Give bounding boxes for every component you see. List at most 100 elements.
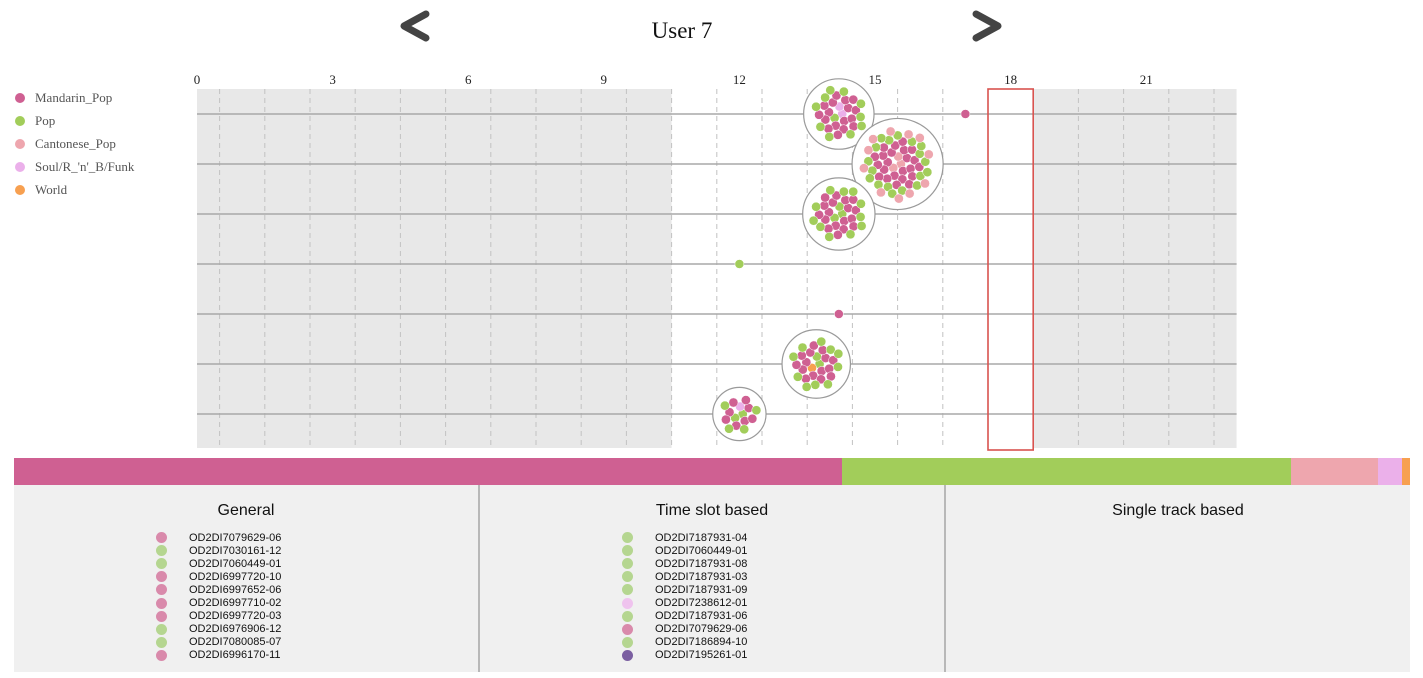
legend-item: Mandarin_Pop [15, 86, 134, 109]
track-dot [856, 198, 866, 209]
list-item[interactable]: OD2DI7187931-09 [622, 583, 747, 596]
track-id: OD2DI7187931-09 [655, 583, 748, 596]
list-item[interactable]: OD2DI7187931-04 [622, 531, 747, 544]
genre-dot [622, 545, 633, 557]
track-id: OD2DI7195261-01 [655, 649, 748, 662]
track-dot [878, 150, 888, 161]
genre-dot [622, 623, 633, 635]
page-title: User 7 [651, 18, 713, 43]
track-dot [728, 397, 739, 408]
legend-dot [15, 161, 25, 172]
list-item[interactable]: OD2DI7030161-12 [156, 544, 281, 557]
track-dot [734, 259, 745, 269]
track-dot [823, 123, 834, 134]
track-dot [751, 405, 762, 416]
legend-label: World [35, 181, 68, 197]
track-dot [909, 155, 920, 166]
track-dot [833, 348, 844, 359]
prev-user-button[interactable] [394, 6, 438, 46]
genre-dot [622, 558, 633, 570]
genre-dot [156, 649, 167, 661]
next-user-button[interactable] [964, 6, 1008, 46]
list-item[interactable]: OD2DI6996170-11 [156, 649, 281, 662]
list-item[interactable]: OD2DI6997710-02 [156, 596, 281, 609]
track-list-time-slot: OD2DI7187931-04 OD2DI7060449-01 OD2DI71879… [622, 531, 747, 662]
list-item[interactable]: OD2DI7187931-03 [622, 570, 747, 583]
track-dot [912, 180, 922, 191]
list-item[interactable]: OD2DI6997652-06 [156, 583, 281, 596]
legend-dot [15, 115, 25, 126]
recommendation-panels: General OD2DI7079629-06 OD2DI7030161-12 OD… [14, 485, 1410, 672]
track-dot [855, 212, 866, 222]
genre-segment [1291, 458, 1378, 485]
track-dot [811, 201, 821, 212]
x-tick-label: 18 [1004, 72, 1017, 87]
legend-dot [15, 92, 25, 103]
track-id: OD2DI6976906-12 [189, 623, 282, 636]
genre-segment [1401, 458, 1410, 485]
x-tick-label: 9 [601, 72, 608, 87]
track-dot [823, 223, 834, 234]
track-id: OD2DI7060449-01 [189, 557, 282, 570]
track-dot [796, 350, 807, 361]
track-dot [828, 355, 839, 366]
list-item[interactable]: OD2DI7238612-01 [622, 596, 747, 609]
x-tick-label: 21 [1140, 72, 1153, 87]
track-dot [815, 121, 826, 132]
track-id: OD2DI7080085-07 [189, 636, 282, 649]
track-dot [721, 414, 731, 425]
track-dot [859, 163, 869, 174]
list-item[interactable]: OD2DI7195261-01 [622, 649, 747, 662]
track-id: OD2DI7030161-12 [189, 544, 282, 557]
track-dot [825, 85, 836, 96]
track-dot [820, 92, 830, 103]
track-dot [856, 221, 867, 231]
track-id: OD2DI7186894-10 [655, 636, 748, 649]
track-dot [850, 105, 861, 116]
track-dot [823, 379, 833, 390]
track-dot [839, 86, 849, 97]
list-item[interactable]: OD2DI7187931-08 [622, 557, 747, 570]
chevron-left-icon [400, 10, 430, 42]
track-dot [845, 129, 856, 140]
track-id: OD2DI7187931-08 [655, 557, 748, 570]
legend-label: Pop [35, 112, 56, 128]
track-dot [824, 132, 835, 142]
genre-dot [622, 584, 633, 596]
x-tick-label: 3 [329, 72, 336, 87]
track-dot [920, 178, 930, 189]
track-dot [824, 232, 835, 242]
x-tick-label: 12 [733, 72, 746, 87]
list-item[interactable]: OD2DI7187931-06 [622, 610, 747, 623]
list-item[interactable]: OD2DI7079629-06 [156, 531, 281, 544]
list-item[interactable]: OD2DI6976906-12 [156, 623, 281, 636]
track-dot [739, 424, 750, 435]
off-hours-band [197, 89, 672, 448]
track-dot [816, 336, 827, 347]
list-item[interactable]: OD2DI7186894-10 [622, 636, 747, 649]
list-item[interactable]: OD2DI7060449-01 [156, 557, 281, 570]
genre-dot [156, 610, 167, 622]
track-dot [887, 188, 898, 199]
legend-label: Mandarin_Pop [35, 89, 113, 105]
legend-item: Cantonese_Pop [15, 132, 134, 155]
track-id: OD2DI6997652-06 [189, 583, 282, 596]
track-dot [801, 373, 811, 384]
track-dot [801, 382, 812, 392]
track-id: OD2DI7238612-01 [655, 597, 748, 610]
track-dot [848, 94, 859, 105]
track-dot [923, 149, 934, 160]
genre-dot [622, 532, 633, 544]
panel-title-single-track: Single track based [1112, 502, 1244, 519]
list-item[interactable]: OD2DI7060449-01 [622, 544, 747, 557]
list-item[interactable]: OD2DI6997720-10 [156, 570, 281, 583]
list-item[interactable]: OD2DI7079629-06 [622, 623, 747, 636]
track-dot [894, 193, 904, 204]
track-id: OD2DI7187931-06 [655, 610, 748, 623]
track-id: OD2DI7060449-01 [655, 544, 748, 557]
list-item[interactable]: OD2DI7080085-07 [156, 636, 281, 649]
list-item[interactable]: OD2DI6997720-03 [156, 610, 281, 623]
track-dot [811, 101, 821, 112]
track-dot [797, 342, 808, 353]
track-id: OD2DI7187931-04 [655, 531, 748, 544]
